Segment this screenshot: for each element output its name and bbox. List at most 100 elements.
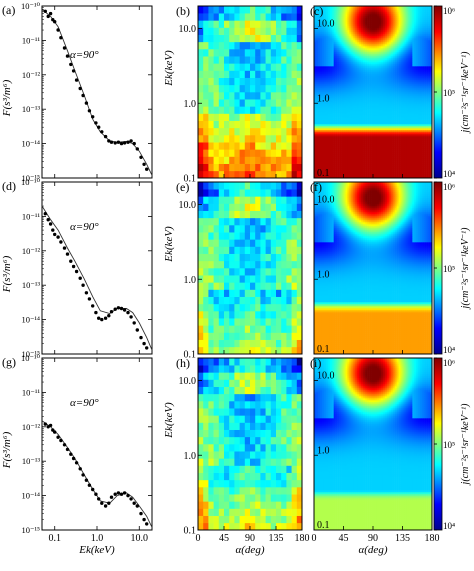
model-cell bbox=[424, 40, 427, 43]
model-cell bbox=[365, 60, 368, 63]
model-cell bbox=[410, 88, 413, 91]
model-cell bbox=[416, 114, 419, 117]
model-cell bbox=[355, 132, 358, 135]
model-cell bbox=[343, 152, 346, 155]
data-point bbox=[119, 141, 124, 146]
model-cell bbox=[314, 160, 317, 163]
model-cell bbox=[349, 32, 352, 35]
model-cell bbox=[422, 56, 425, 59]
model-cell bbox=[398, 60, 401, 63]
model-cell bbox=[418, 36, 421, 39]
model-cell bbox=[374, 122, 378, 125]
model-cell bbox=[355, 60, 358, 63]
model-cell bbox=[418, 94, 421, 97]
model-cell bbox=[365, 148, 368, 151]
model-cell bbox=[424, 80, 427, 83]
model-cell bbox=[367, 74, 370, 77]
model-cell bbox=[386, 172, 390, 175]
model-cell bbox=[333, 112, 336, 115]
model-cell bbox=[424, 142, 427, 145]
model-cell bbox=[367, 142, 370, 145]
model-cell bbox=[371, 110, 374, 113]
model-cell bbox=[384, 36, 388, 39]
model-cell bbox=[382, 86, 386, 89]
model-cell bbox=[396, 72, 399, 75]
model-cell bbox=[426, 100, 429, 103]
model-cell bbox=[371, 66, 374, 69]
model-cell bbox=[371, 172, 374, 175]
model-cell bbox=[378, 70, 382, 73]
model-cell bbox=[386, 130, 390, 133]
model-cell bbox=[371, 136, 374, 139]
model-cell bbox=[404, 84, 407, 87]
model-cell bbox=[380, 158, 384, 161]
model-cell bbox=[386, 52, 390, 55]
model-cell bbox=[314, 46, 317, 49]
model-cell bbox=[369, 98, 372, 101]
model-cell bbox=[363, 48, 366, 51]
model-cell bbox=[388, 60, 391, 63]
model-cell bbox=[412, 72, 415, 75]
model-cell bbox=[422, 104, 425, 107]
model-cell bbox=[416, 60, 419, 63]
model-cell bbox=[428, 86, 431, 89]
model-cell bbox=[314, 132, 317, 135]
model-cell bbox=[341, 44, 344, 47]
model-cell bbox=[343, 48, 346, 51]
model-cell bbox=[325, 64, 329, 67]
model-cell bbox=[347, 146, 350, 149]
heatmap-cell bbox=[265, 135, 272, 143]
model-cell bbox=[363, 158, 366, 161]
model-cell bbox=[335, 140, 338, 143]
model-cell bbox=[388, 126, 391, 129]
model-cell bbox=[315, 114, 319, 117]
model-cell bbox=[374, 124, 378, 127]
model-cell bbox=[325, 162, 329, 165]
model-cell bbox=[329, 56, 332, 59]
model-cell bbox=[392, 74, 395, 77]
model-cell bbox=[402, 130, 405, 133]
model-cell bbox=[363, 34, 366, 37]
model-cell bbox=[351, 156, 354, 159]
model-cell bbox=[333, 38, 336, 41]
model-cell bbox=[327, 122, 331, 125]
model-cell bbox=[319, 84, 323, 87]
model-cell bbox=[357, 172, 360, 175]
model-cell bbox=[315, 84, 319, 87]
model-cell bbox=[371, 36, 374, 39]
model-cell bbox=[345, 134, 348, 137]
model-cell bbox=[335, 154, 338, 157]
model-cell bbox=[329, 116, 332, 119]
model-cell bbox=[343, 150, 346, 153]
model-cell bbox=[388, 96, 391, 99]
model-cell bbox=[341, 120, 344, 123]
model-cell bbox=[426, 74, 429, 77]
model-cell bbox=[396, 106, 399, 109]
heatmap-cell bbox=[239, 163, 246, 172]
heatmap-cell bbox=[255, 142, 261, 150]
model-cell bbox=[398, 104, 401, 107]
model-cell bbox=[412, 76, 415, 79]
model-cell bbox=[380, 144, 384, 147]
model-cell bbox=[428, 54, 431, 57]
model-cell bbox=[404, 108, 407, 111]
heatmap-cell bbox=[270, 84, 277, 93]
model-cell bbox=[315, 100, 319, 103]
model-cell bbox=[363, 126, 366, 129]
model-cell bbox=[353, 78, 356, 81]
model-cell bbox=[386, 100, 390, 103]
model-cell bbox=[384, 54, 388, 57]
heatmap-cell bbox=[229, 63, 235, 71]
model-cell bbox=[369, 80, 372, 83]
model-cell bbox=[396, 32, 399, 35]
model-cell bbox=[315, 150, 319, 153]
model-cell bbox=[398, 114, 401, 117]
model-cell bbox=[319, 148, 323, 151]
model-cell bbox=[420, 166, 423, 169]
model-cell bbox=[404, 50, 407, 53]
model-cell bbox=[357, 108, 360, 111]
model-cell bbox=[337, 128, 340, 131]
model-cell bbox=[339, 112, 342, 115]
model-cell bbox=[327, 76, 331, 79]
model-cell bbox=[384, 48, 388, 51]
